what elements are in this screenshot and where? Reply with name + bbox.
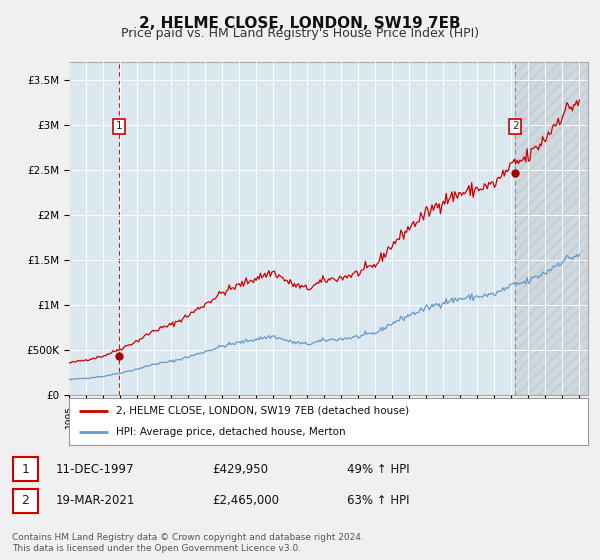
Text: 2, HELME CLOSE, LONDON, SW19 7EB: 2, HELME CLOSE, LONDON, SW19 7EB	[139, 16, 461, 31]
Text: 1: 1	[22, 463, 29, 475]
Text: 63% ↑ HPI: 63% ↑ HPI	[347, 494, 410, 507]
Text: HPI: Average price, detached house, Merton: HPI: Average price, detached house, Mert…	[116, 427, 346, 437]
Text: 49% ↑ HPI: 49% ↑ HPI	[347, 463, 410, 475]
Bar	[13, 488, 38, 513]
Text: £2,465,000: £2,465,000	[212, 494, 279, 507]
Bar	[13, 457, 38, 481]
Text: Price paid vs. HM Land Registry's House Price Index (HPI): Price paid vs. HM Land Registry's House …	[121, 27, 479, 40]
Text: 2, HELME CLOSE, LONDON, SW19 7EB (detached house): 2, HELME CLOSE, LONDON, SW19 7EB (detach…	[116, 406, 409, 416]
Text: 11-DEC-1997: 11-DEC-1997	[56, 463, 134, 475]
Text: 2: 2	[512, 122, 518, 132]
Text: Contains HM Land Registry data © Crown copyright and database right 2024.
This d: Contains HM Land Registry data © Crown c…	[12, 533, 364, 553]
Text: 2: 2	[22, 494, 29, 507]
Text: 1: 1	[116, 122, 122, 132]
Bar	[515, 62, 588, 395]
Text: 19-MAR-2021: 19-MAR-2021	[56, 494, 136, 507]
Text: £429,950: £429,950	[212, 463, 268, 475]
